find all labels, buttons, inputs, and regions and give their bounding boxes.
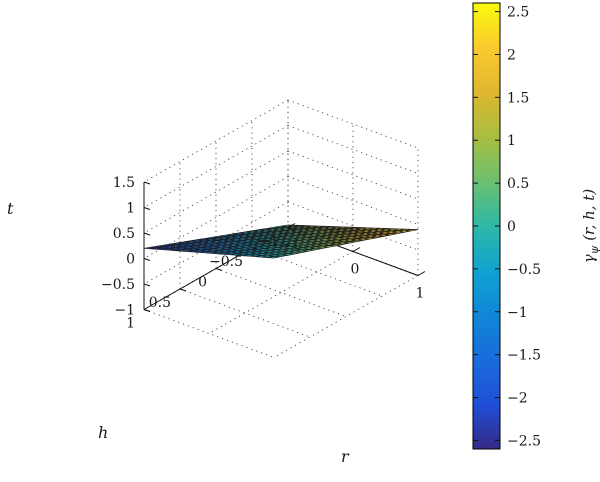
colorbar-tick-label: 0 [507,219,516,235]
h-tick-mark [179,288,187,292]
colorbar-label: γψ (r, h, t) [580,189,600,264]
t-tick-label: 1.5 [113,175,135,191]
h-tick-mark [143,309,151,312]
grid-line [287,99,419,149]
colorbar-tick-label: −2 [507,391,528,407]
r-tick-label: 1 [416,286,425,302]
colorbar-label-sub: ψ [588,245,600,254]
grid-line [287,150,419,200]
colorbar-tick-label: 1.5 [507,90,529,106]
h-tick-mark [287,227,295,230]
colorbar-tick-label: 1 [507,133,516,149]
grid-line [179,288,311,338]
t-tick-label: 1 [126,201,135,217]
colorbar-tick-label: −0.5 [507,262,541,278]
grid-line [215,268,347,317]
grid-line [287,125,419,174]
h-tick-label: 0.5 [149,295,171,311]
colorbar-tick-label: 2.5 [507,5,529,21]
h-tick-label: 0 [198,275,207,291]
h-tick-label: −1 [258,234,279,250]
t-tick-mark [143,258,151,261]
colorbar-label-args: (r, h, t) [580,189,598,246]
r-tick-mark [287,223,296,228]
colorbar-tick-label: −2.5 [507,433,541,449]
t-tick-label: 0.5 [113,226,135,242]
t-tick-mark [143,207,151,210]
colorbar-ticks: 2.5 2 1.5 1 0.5 0 −0.5 −1 −1.5 −2 −2.5 [473,5,541,449]
grid-line [143,309,275,358]
surface-cell [404,229,419,232]
h-tick-mark [215,268,223,271]
h-tick-label: 1 [126,316,135,332]
surface-mesh [143,224,419,259]
t-tick-mark [143,283,151,287]
h-tick-mark [251,247,259,251]
h-axis-ticks: 10.50−0.5−1 [126,227,295,332]
colorbar-tick-label: −1 [507,305,528,321]
r-tick-mark [417,271,426,276]
t-tick-label: −1 [114,303,135,319]
r-axis-ticks: −1 0 1 [280,223,426,302]
colorbar-tick-label: 2 [507,47,516,63]
h-axis-label: h [98,423,108,442]
grid-line [287,201,419,251]
grid-line [251,247,383,297]
t-tick-mark [143,232,151,236]
h-tick-label: −0.5 [209,254,243,270]
r-axis-label: r [341,447,350,466]
grid-line [287,176,419,225]
colorbar-tick-label: 0.5 [507,176,529,192]
r-tick-label: −1 [280,238,301,254]
colorbar-label-main: γ [580,254,598,263]
r-tick-label: 0 [351,262,360,278]
t-tick-mark [143,181,151,185]
t-tick-label: −0.5 [101,277,135,293]
colorbar-tick-label: −1.5 [507,348,541,364]
t-tick-label: 0 [126,252,135,268]
t-axis-label: t [7,199,14,218]
r-tick-mark [352,247,361,252]
t-axis-ticks: 1.5 1 0.5 0 −0.5 −1 [101,175,151,319]
